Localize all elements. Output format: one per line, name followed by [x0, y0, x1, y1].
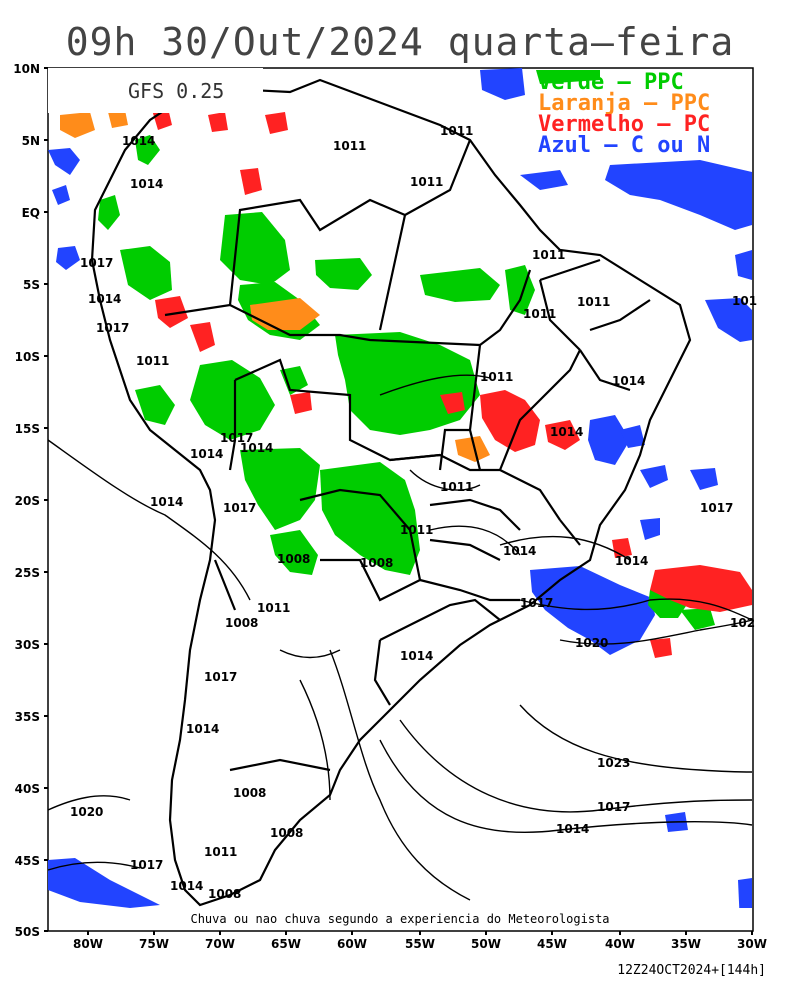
- isobar-label: 1017: [223, 501, 256, 515]
- isobar-label: 1011: [523, 307, 556, 321]
- isobar-label: 1008: [360, 556, 393, 570]
- lat-label: 40S: [15, 782, 40, 796]
- isobar-label: 1017: [96, 321, 129, 335]
- blue-patches: [48, 68, 752, 925]
- lat-label: EQ: [22, 206, 40, 220]
- isobar-label: 1014: [400, 649, 433, 663]
- legend: Verde — PPC Laranja — PPC Vermelho — PC …: [538, 70, 710, 158]
- caption-strip: [49, 908, 752, 930]
- lon-label: 40W: [605, 937, 635, 951]
- isobar-label: 1017: [220, 431, 253, 445]
- lat-label: 50S: [15, 925, 40, 939]
- isobar-label: 1014: [130, 177, 163, 191]
- red-patches: [152, 108, 752, 658]
- lat-label: 5N: [22, 134, 40, 148]
- isobar-label: 1014: [150, 495, 183, 509]
- isobar-label: 1014: [503, 544, 536, 558]
- isobar-label: 1011: [400, 523, 433, 537]
- lon-label: 35W: [671, 937, 701, 951]
- isobar-label: 1014: [556, 822, 589, 836]
- lon-label: 75W: [139, 937, 169, 951]
- lat-label: 20S: [15, 494, 40, 508]
- legend-azul: Azul — C ou N: [538, 133, 710, 158]
- isobar-label: 1014: [170, 879, 203, 893]
- isobar-label: 101: [732, 294, 757, 308]
- legend-laranja: Laranja — PPC: [538, 91, 710, 116]
- isobar-label: 1011: [480, 370, 513, 384]
- isobar-label: 1017: [520, 596, 553, 610]
- isobar-label: 1011: [532, 248, 565, 262]
- isobar-label: 1017: [204, 670, 237, 684]
- coastline: [90, 78, 692, 907]
- longitude-axis: 80W 75W 70W 65W 60W 55W 50W 45W 40W 35W …: [73, 931, 767, 951]
- lon-label: 80W: [73, 937, 103, 951]
- isobar-label: 1008: [270, 826, 303, 840]
- isobar-label: 1008: [233, 786, 266, 800]
- lon-label: 50W: [471, 937, 501, 951]
- isobar-label: 1011: [257, 601, 290, 615]
- lat-label: 25S: [15, 566, 40, 580]
- lat-label: 35S: [15, 710, 40, 724]
- isobar-label: 1011: [204, 845, 237, 859]
- model-label: GFS 0.25: [128, 79, 224, 103]
- lat-label: 10N: [13, 62, 40, 76]
- isobar-label: 1017: [700, 501, 733, 515]
- isobar-label: 1011: [333, 139, 366, 153]
- isobar-label: 1020: [70, 805, 103, 819]
- caption-text: Chuva ou nao chuva segundo a experiencia…: [190, 912, 609, 926]
- political-boundaries: [164, 139, 651, 772]
- map-title: 09h 30/Out/2024 quarta—feira: [65, 20, 735, 64]
- latitude-axis: 10N 5N EQ 5S 10S 15S 20S 25S 30S 35S 40S…: [13, 62, 48, 939]
- isobar-label: 1017: [130, 858, 163, 872]
- lat-label: 45S: [15, 854, 40, 868]
- lat-label: 30S: [15, 638, 40, 652]
- legend-vermelho: Vermelho — PC: [538, 112, 710, 137]
- isobar-label: 1014: [122, 134, 155, 148]
- lon-label: 65W: [271, 937, 301, 951]
- isobar-label: 1014: [612, 374, 645, 388]
- isobar-label: 1011: [410, 175, 443, 189]
- lon-label: 45W: [537, 937, 567, 951]
- model-label-box: [48, 68, 263, 113]
- isobar-label: 1011: [440, 480, 473, 494]
- lat-label: 5S: [23, 278, 40, 292]
- lon-label: 55W: [405, 937, 435, 951]
- isobar-label: 1008: [225, 616, 258, 630]
- isobar-label: 1014: [240, 441, 273, 455]
- lon-label: 70W: [205, 937, 235, 951]
- isobar-label: 1017: [80, 256, 113, 270]
- isobar-label: 1023: [597, 756, 630, 770]
- isobar-label: 1017: [597, 800, 630, 814]
- isobar-label: 1014: [186, 722, 219, 736]
- lon-label: 60W: [337, 937, 367, 951]
- lon-label: 30W: [737, 937, 767, 951]
- isobar-label: 1008: [277, 552, 310, 566]
- isobar-label: 102: [730, 616, 755, 630]
- isobar-label: 1020: [575, 636, 608, 650]
- isobar-label: 1014: [615, 554, 648, 568]
- isobar-labels: 1014 1014 1011 1011 1011 1017 1014 1017 …: [70, 124, 757, 901]
- isobar-label: 1011: [577, 295, 610, 309]
- isobars: [47, 374, 753, 901]
- isobar-label: 1011: [136, 354, 169, 368]
- isobar-label: 1014: [190, 447, 223, 461]
- run-info: 12Z24OCT2024+[144h]: [617, 963, 766, 978]
- isobar-label: 1014: [550, 425, 583, 439]
- isobar-label: 1011: [440, 124, 473, 138]
- legend-verde: Verde — PPC: [538, 70, 684, 95]
- isobar-label: 1008: [208, 887, 241, 901]
- orange-patches: [60, 110, 490, 462]
- lat-label: 10S: [15, 350, 40, 364]
- isobar-label: 1014: [88, 292, 121, 306]
- lat-label: 15S: [15, 422, 40, 436]
